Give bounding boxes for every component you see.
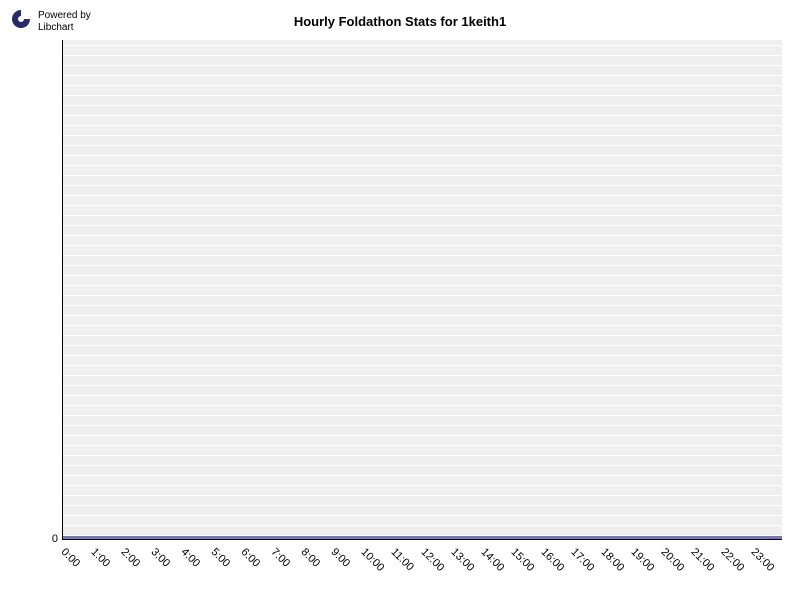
- x-tick-label: 0:00: [58, 546, 82, 570]
- chart-gridline: [63, 245, 782, 246]
- libchart-logo-icon: [10, 8, 32, 35]
- chart-gridline: [63, 225, 782, 226]
- powered-by-line2: Libchart: [38, 22, 91, 34]
- x-tick-label: 15:00: [508, 546, 536, 574]
- x-tick-label: 3:00: [148, 546, 172, 570]
- chart-gridline: [63, 285, 782, 286]
- chart-gridline: [63, 205, 782, 206]
- chart-gridline: [63, 475, 782, 476]
- chart-gridline: [63, 495, 782, 496]
- chart-plot-area: [62, 40, 782, 540]
- chart-gridline: [63, 75, 782, 76]
- chart-gridline: [63, 195, 782, 196]
- chart-gridline: [63, 295, 782, 296]
- chart-gridline: [63, 345, 782, 346]
- chart-gridline: [63, 485, 782, 486]
- chart-gridline: [63, 525, 782, 526]
- x-tick-label: 11:00: [388, 546, 415, 573]
- logo-area: Powered by Libchart: [10, 8, 91, 35]
- chart-gridline: [63, 405, 782, 406]
- chart-gridline: [63, 105, 782, 106]
- x-tick-label: 10:00: [358, 546, 386, 574]
- chart-gridline: [63, 315, 782, 316]
- chart-gridline: [63, 425, 782, 426]
- x-tick-label: 16:00: [538, 546, 566, 574]
- chart-gridline: [63, 115, 782, 116]
- chart-gridline: [63, 155, 782, 156]
- x-tick-label: 20:00: [658, 546, 686, 574]
- x-tick-label: 14:00: [478, 546, 506, 574]
- chart-gridline: [63, 455, 782, 456]
- x-tick-label: 2:00: [118, 546, 142, 570]
- x-tick-label: 8:00: [298, 546, 322, 570]
- logo-text: Powered by Libchart: [38, 10, 91, 34]
- chart-gridline: [63, 325, 782, 326]
- chart-gridline: [63, 435, 782, 436]
- chart-gridline: [63, 145, 782, 146]
- x-tick-label: 12:00: [418, 546, 446, 574]
- chart-baseline-bar: [63, 536, 782, 539]
- chart-gridline: [63, 85, 782, 86]
- chart-gridline: [63, 135, 782, 136]
- x-tick-label: 7:00: [268, 546, 292, 570]
- x-tick-label: 21:00: [688, 546, 716, 574]
- x-tick-label: 6:00: [238, 546, 262, 570]
- x-tick-label: 17:00: [568, 546, 596, 574]
- chart-gridline: [63, 305, 782, 306]
- chart-gridline: [63, 375, 782, 376]
- x-tick-label: 22:00: [718, 546, 746, 574]
- chart-gridline: [63, 385, 782, 386]
- chart-gridline: [63, 505, 782, 506]
- powered-by-line1: Powered by: [38, 10, 91, 22]
- chart-gridline: [63, 335, 782, 336]
- chart-gridline: [63, 65, 782, 66]
- x-tick-label: 18:00: [598, 546, 626, 574]
- chart-gridline: [63, 215, 782, 216]
- x-tick-label: 19:00: [628, 546, 656, 574]
- chart-gridline: [63, 365, 782, 366]
- x-tick-label: 5:00: [208, 546, 232, 570]
- chart-gridline: [63, 175, 782, 176]
- x-tick-label: 9:00: [328, 546, 352, 570]
- x-tick-label: 23:00: [748, 546, 776, 574]
- chart-gridline: [63, 45, 782, 46]
- chart-gridline: [63, 265, 782, 266]
- chart-gridline: [63, 515, 782, 516]
- chart-gridline: [63, 445, 782, 446]
- chart-gridline: [63, 95, 782, 96]
- chart-gridline: [63, 125, 782, 126]
- chart-gridline: [63, 235, 782, 236]
- chart-gridline: [63, 55, 782, 56]
- chart-gridline: [63, 185, 782, 186]
- chart-gridline: [63, 465, 782, 466]
- chart-gridline: [63, 355, 782, 356]
- chart-title: Hourly Foldathon Stats for 1keith1: [294, 14, 506, 29]
- y-tick-label: 0: [44, 533, 58, 545]
- chart-gridline: [63, 255, 782, 256]
- x-tick-label: 1:00: [88, 546, 112, 570]
- chart-gridline: [63, 275, 782, 276]
- chart-gridline: [63, 165, 782, 166]
- x-tick-label: 4:00: [178, 546, 202, 570]
- chart-gridline: [63, 415, 782, 416]
- x-tick-label: 13:00: [448, 546, 476, 574]
- chart-gridline: [63, 395, 782, 396]
